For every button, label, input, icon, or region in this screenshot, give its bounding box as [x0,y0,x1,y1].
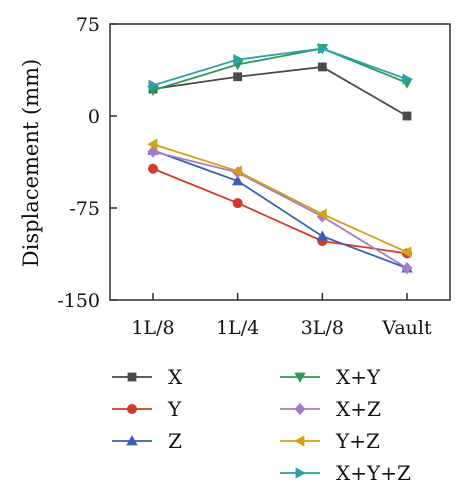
series-x [148,62,412,121]
series-z [147,144,413,273]
legend-marker [294,402,306,416]
legend-item: Z [112,429,182,453]
data-point [401,262,413,275]
data-point [402,111,412,121]
series-line [152,167,408,255]
legend-item: Y+Z [280,429,380,453]
legend-marker [294,435,305,447]
series-y-plus-z [147,138,412,258]
y-tick-label: 75 [76,14,100,36]
data-point [401,246,412,258]
legend-item: X+Y+Z [280,461,411,485]
legend-marker [294,372,306,383]
legend-label: Y+Z [335,429,380,453]
x-tick-label: 1L/4 [216,317,259,339]
series-layer [147,42,413,275]
data-point [147,163,158,174]
x-tick-label: 1L/8 [131,317,174,339]
legend-label: X+Y [336,365,381,389]
x-axis: 1L/8 1L/4 3L/8 Vault [131,293,432,339]
plot-border [109,23,451,301]
legend-label: X+Y+Z [336,461,411,485]
plot-frame [109,23,451,301]
y-axis-label: Displacement (mm) [19,59,43,267]
data-point [316,230,329,241]
y-axis: 75 0 -75 -150 [57,14,117,312]
data-point [231,175,244,186]
legend: XYZ X+Y X+Z Y+Z X+Y+Z [112,365,411,485]
legend-item: X [112,365,183,389]
series-line [152,47,408,87]
series-line [152,47,408,92]
data-point [316,208,327,220]
legend-marker [127,403,138,414]
data-point [317,62,327,72]
series-y [147,163,412,259]
data-point [317,42,329,55]
series-line [152,150,408,269]
y-tick-label: 0 [88,106,100,128]
y-tick-label: -150 [57,290,100,312]
series-line [152,149,408,269]
x-tick-label: 3L/8 [301,317,344,339]
data-point [147,138,158,150]
series-x-plus-y [147,44,413,97]
x-tick-label: Vault [381,317,432,339]
data-point [231,165,243,177]
legend-marker [127,372,137,382]
y-tick-label: -75 [69,198,100,220]
data-point [148,79,159,92]
legend-item: X+Z [280,397,381,421]
data-point [233,72,243,82]
legend-item: Y [112,397,182,421]
series-x-plus-y-plus-z [148,42,413,92]
legend-label: X+Z [336,397,381,421]
legend-marker [295,467,306,479]
legend-label: Z [168,429,182,453]
legend-label: Y [167,397,182,421]
series-line [152,143,408,253]
legend-label: X [168,365,183,389]
data-point [402,73,413,85]
data-point [233,53,244,66]
legend-marker [126,435,138,446]
data-point [232,198,243,209]
series-line [152,66,408,117]
legend-item: X+Y [280,365,381,389]
